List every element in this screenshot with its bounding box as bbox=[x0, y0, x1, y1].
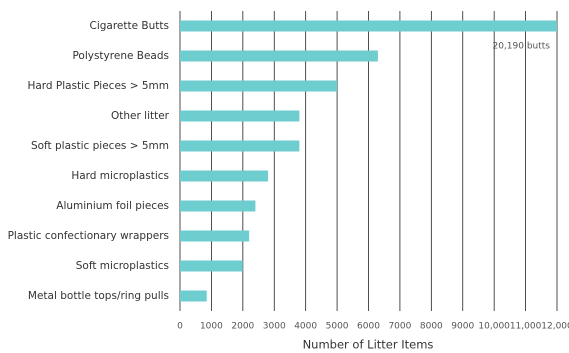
bar bbox=[180, 80, 338, 92]
bar bbox=[180, 200, 256, 212]
y-tick-label: Hard Plastic Pieces > 5mm bbox=[27, 80, 169, 92]
bar bbox=[180, 290, 207, 302]
y-tick-label: Metal bottle tops/ring pulls bbox=[28, 290, 169, 302]
y-tick-label: Hard microplastics bbox=[71, 170, 169, 182]
y-tick-label: Polystyrene Beads bbox=[72, 50, 169, 62]
x-tick-label: 8000 bbox=[420, 322, 443, 332]
bar bbox=[180, 50, 378, 62]
y-tick-label: Aluminium foil pieces bbox=[56, 200, 169, 212]
y-tick-label: Plastic confectionary wrappers bbox=[8, 230, 169, 242]
bar bbox=[180, 260, 243, 272]
x-tick-label: 9000 bbox=[451, 322, 474, 332]
x-tick-label: 2000 bbox=[231, 322, 254, 332]
x-tick-label: 4000 bbox=[294, 322, 317, 332]
x-tick-label: 6000 bbox=[357, 322, 380, 332]
bar bbox=[180, 140, 300, 152]
x-tick-label: 10,000 bbox=[478, 322, 510, 332]
value-label: 20,190 butts bbox=[492, 42, 550, 52]
x-tick-label: 12,000 bbox=[541, 322, 569, 332]
y-tick-label: Other litter bbox=[111, 110, 170, 122]
bar bbox=[180, 110, 300, 122]
x-tick-label: 7000 bbox=[388, 322, 411, 332]
x-tick-label: 3000 bbox=[263, 322, 286, 332]
x-tick-label: 11,000 bbox=[510, 322, 542, 332]
bar bbox=[180, 20, 557, 32]
x-tick-label: 0 bbox=[177, 322, 183, 332]
bar bbox=[180, 170, 268, 182]
y-tick-label: Soft plastic pieces > 5mm bbox=[31, 140, 169, 152]
x-tick-label: 5000 bbox=[326, 322, 349, 332]
bar bbox=[180, 230, 250, 242]
y-tick-label: Cigarette Butts bbox=[90, 20, 170, 32]
bars bbox=[180, 20, 557, 302]
y-tick-label: Soft microplastics bbox=[76, 260, 169, 272]
x-axis-title: Number of Litter Items bbox=[303, 338, 434, 352]
x-tick-label: 1000 bbox=[200, 322, 223, 332]
